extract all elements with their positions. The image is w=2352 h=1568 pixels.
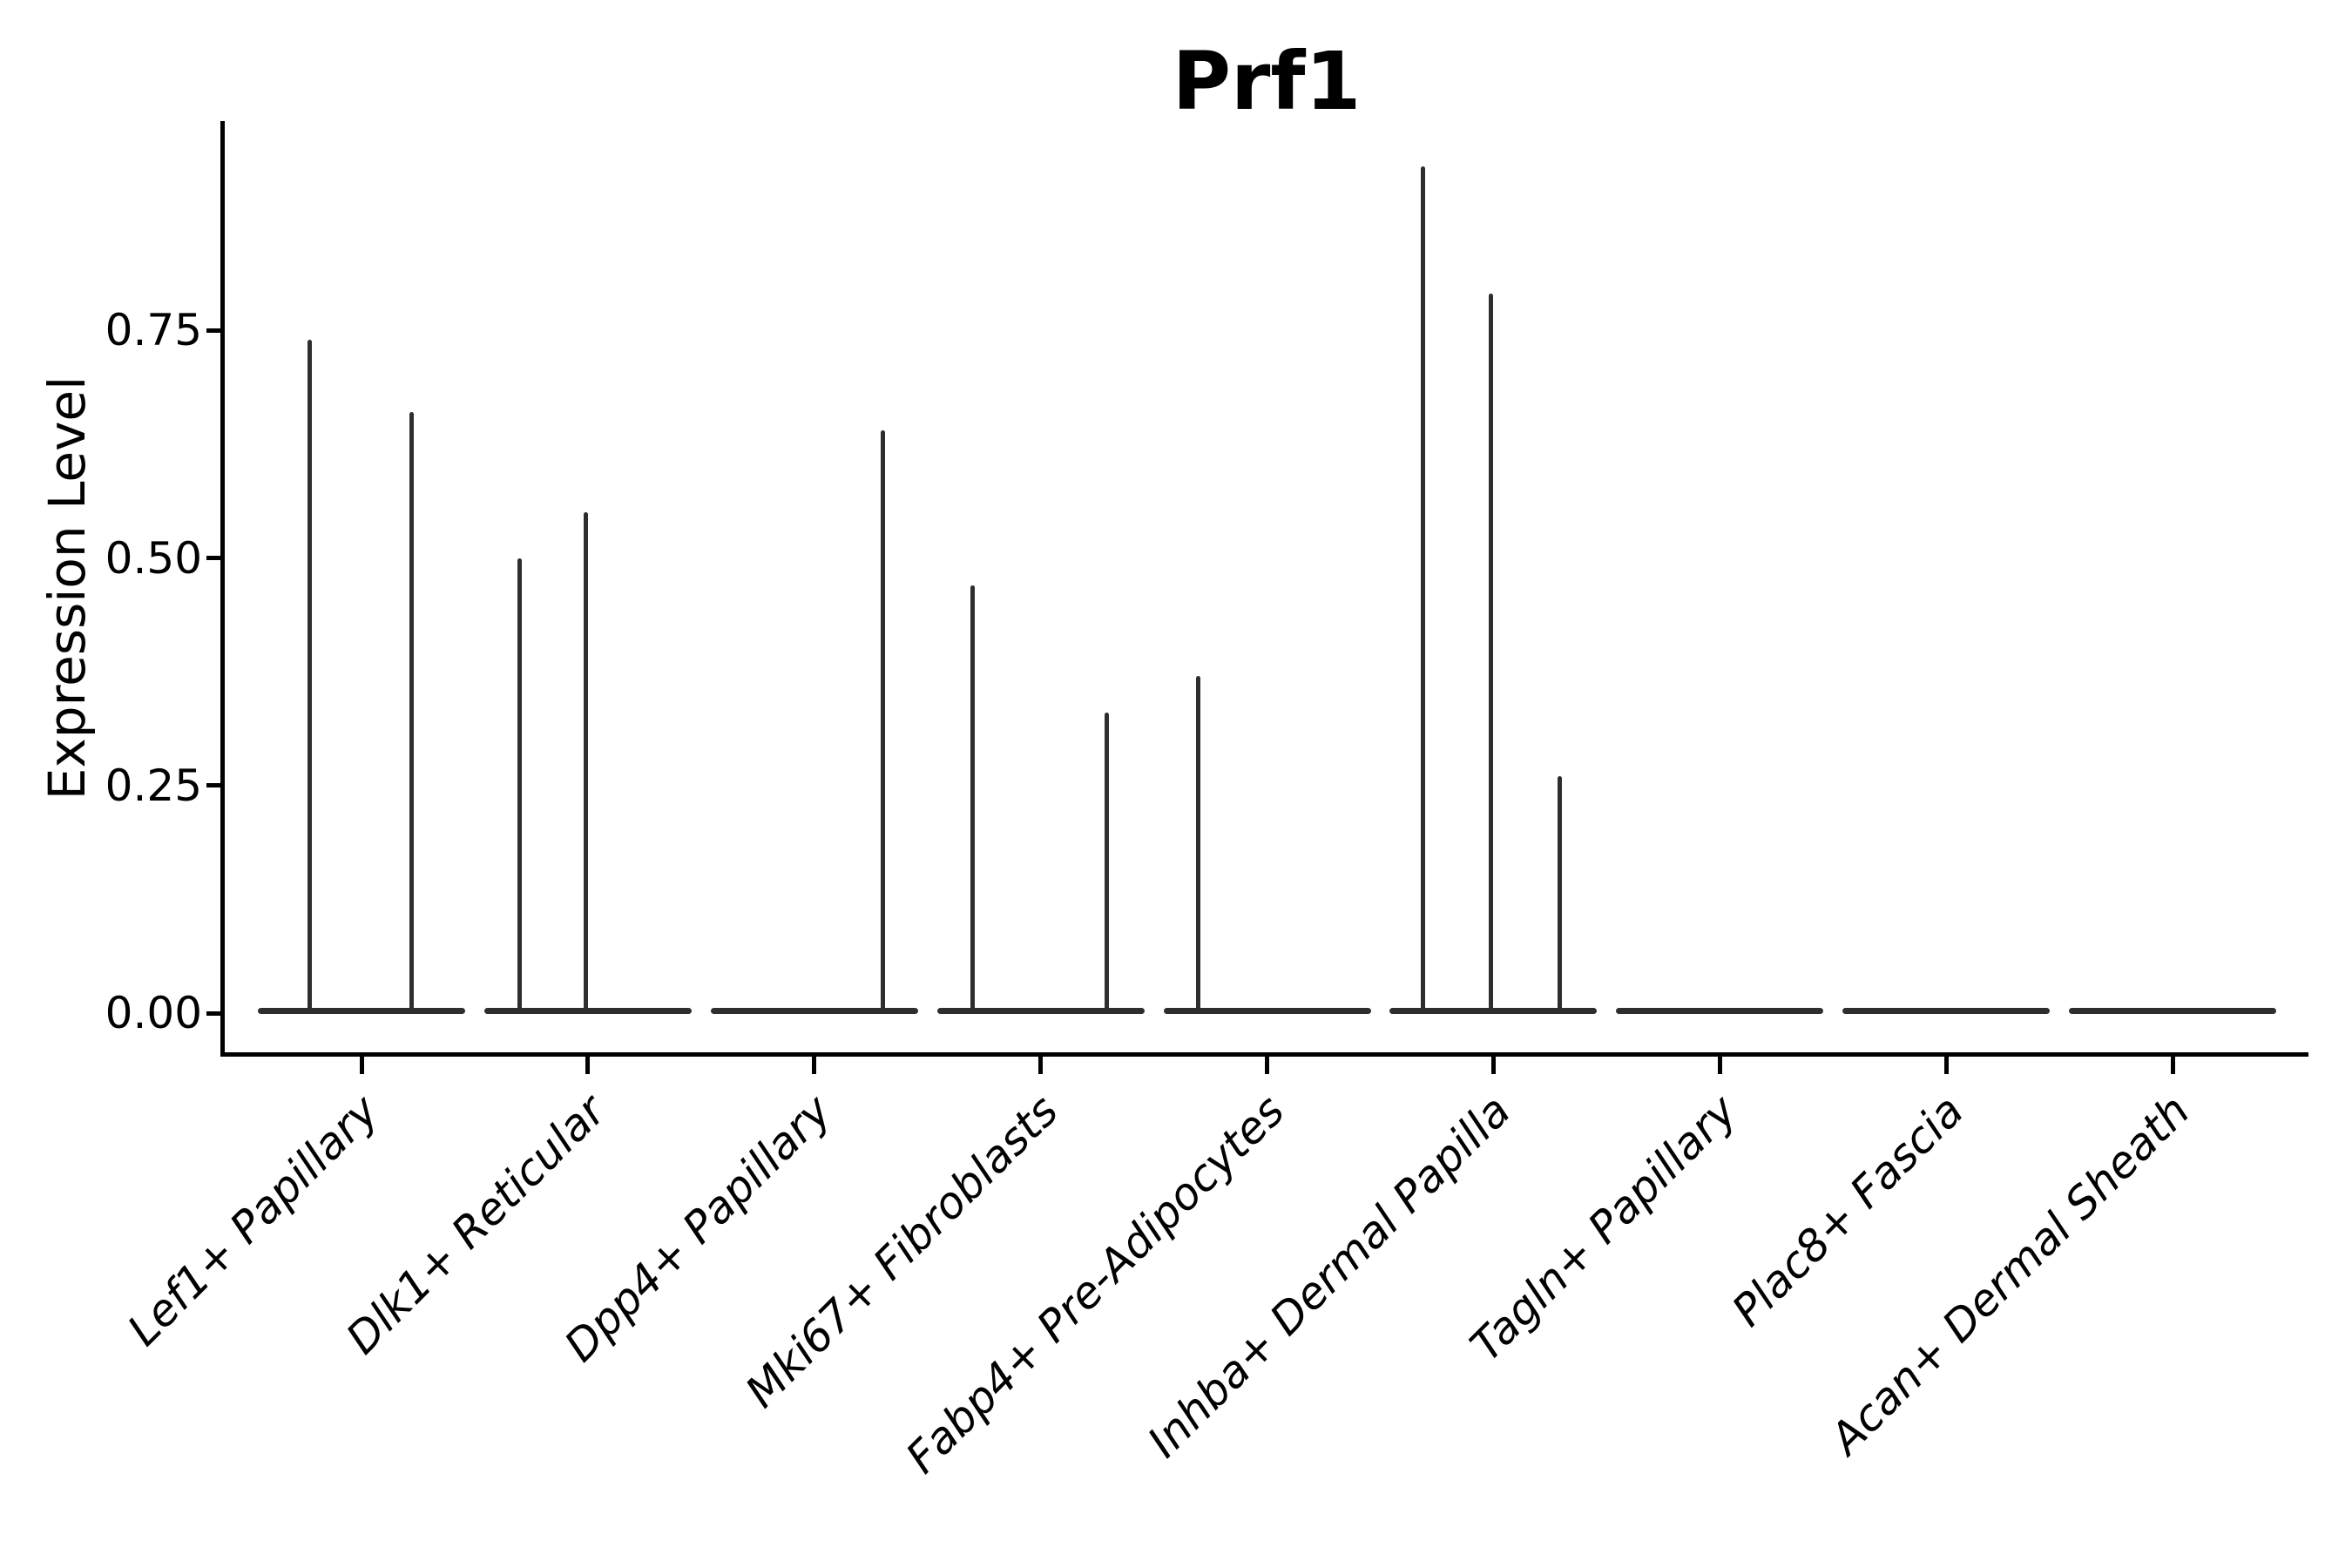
- violin-base: [936, 1008, 1145, 1014]
- violin-base: [1389, 1008, 1598, 1014]
- y-tick-label: 0.75: [105, 305, 202, 356]
- violin-base: [2069, 1008, 2276, 1014]
- violin-spike: [517, 558, 522, 1011]
- violin-spike: [409, 412, 414, 1011]
- y-tick: [206, 556, 220, 560]
- x-tick-label: Inhba+ Dermal Papilla: [1138, 1085, 1521, 1468]
- x-tick: [359, 1056, 364, 1074]
- violin-base: [1842, 1008, 2051, 1014]
- x-tick: [1038, 1056, 1044, 1074]
- violin-base: [1616, 1008, 1824, 1014]
- violin-base: [1163, 1008, 1371, 1014]
- violin-spike: [1105, 713, 1110, 1011]
- x-tick: [2170, 1056, 2175, 1074]
- y-tick: [206, 328, 220, 333]
- x-tick: [1490, 1056, 1496, 1074]
- y-tick: [206, 1010, 220, 1016]
- violin-spike: [1558, 776, 1563, 1011]
- y-tick-label: 0.50: [105, 532, 202, 584]
- x-tick: [812, 1056, 817, 1074]
- plot-title: Prf1: [1172, 35, 1362, 128]
- violin-base: [710, 1008, 918, 1014]
- x-axis-spine: [220, 1051, 2308, 1057]
- violin-spike: [880, 430, 885, 1011]
- violin-spike: [583, 512, 588, 1011]
- violin-base: [258, 1008, 465, 1014]
- y-tick-label: 0.00: [105, 988, 202, 1038]
- x-tick: [1717, 1056, 1722, 1074]
- y-tick-label: 0.25: [105, 760, 202, 811]
- violin-spike: [1196, 676, 1201, 1011]
- x-tick-label: Plac8+ Fascia: [1722, 1085, 1974, 1336]
- violin-spike: [1420, 166, 1425, 1011]
- violin-spike: [970, 585, 975, 1011]
- x-tick: [585, 1056, 591, 1074]
- violin-spike: [308, 339, 312, 1011]
- x-tick-label: Lef1+ Papillary: [118, 1085, 389, 1356]
- x-tick-label: Fabp4+ Pre-Adipocytes: [896, 1085, 1294, 1484]
- violin-spike: [1489, 294, 1494, 1011]
- y-axis-spine: [220, 121, 225, 1057]
- y-axis-label: Expression Level: [37, 375, 97, 801]
- y-tick: [206, 783, 220, 788]
- x-tick: [1265, 1056, 1269, 1074]
- x-tick: [1943, 1056, 1949, 1074]
